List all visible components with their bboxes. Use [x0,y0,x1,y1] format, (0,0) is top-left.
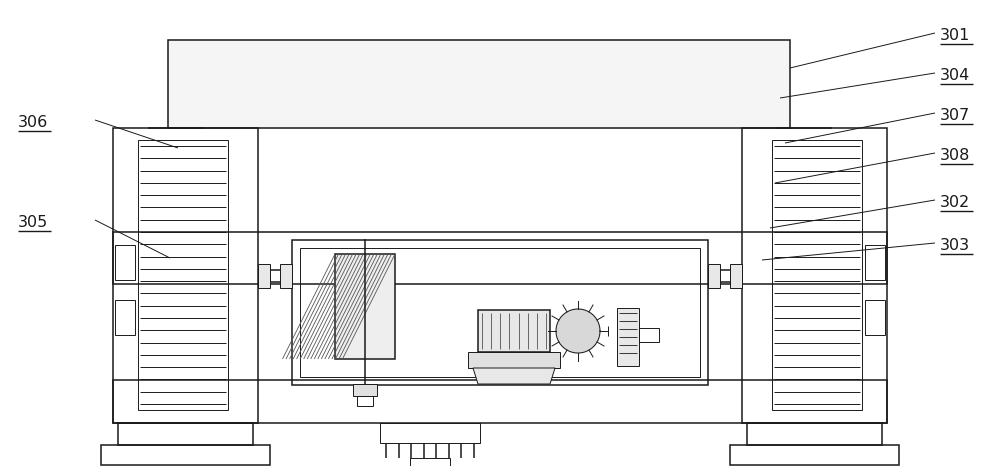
Bar [113,380,887,423]
Bar [353,384,377,396]
Text: 306: 306 [18,115,48,130]
Bar [730,264,742,288]
Bar [113,232,887,284]
Polygon shape [556,309,600,353]
Text: 302: 302 [940,195,970,210]
Bar [772,140,862,410]
Bar [138,140,228,410]
Bar [113,128,258,423]
Bar [292,240,708,385]
Bar [115,245,135,280]
Text: 307: 307 [940,108,970,123]
Bar [478,310,550,352]
Text: 301: 301 [940,28,970,43]
Bar [258,264,270,288]
Text: 304: 304 [940,68,970,83]
Bar [747,423,882,445]
Text: 305: 305 [18,215,48,230]
Bar [101,445,270,465]
Bar [300,248,700,377]
Bar [865,245,885,280]
Bar [639,328,659,342]
Polygon shape [473,368,555,384]
Text: 308: 308 [940,148,970,163]
Bar [865,300,885,335]
Bar [280,264,292,288]
Bar [730,445,899,465]
Bar [357,396,373,406]
Bar [118,423,253,445]
Text: 303: 303 [940,238,970,253]
Bar [708,264,720,288]
Bar [617,308,639,366]
Bar [468,352,560,368]
Bar [410,458,450,466]
Bar [115,300,135,335]
Bar [168,40,790,128]
Bar [742,128,887,423]
Bar [335,254,395,359]
Bar [380,423,480,443]
